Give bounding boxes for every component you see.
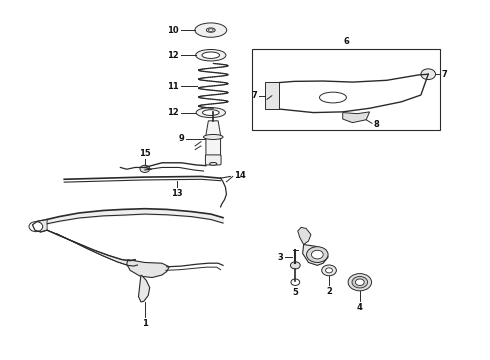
Circle shape [307,247,328,262]
Ellipse shape [203,134,223,139]
Ellipse shape [196,108,225,118]
Polygon shape [47,230,138,266]
Polygon shape [303,244,328,265]
Ellipse shape [352,276,368,288]
Text: 12: 12 [167,51,179,60]
Polygon shape [343,112,369,123]
Ellipse shape [202,52,220,58]
Polygon shape [206,121,220,157]
FancyBboxPatch shape [205,155,221,165]
Text: 14: 14 [234,171,246,180]
Text: 2: 2 [326,287,332,296]
Text: 5: 5 [293,288,298,297]
Text: 7: 7 [442,70,448,79]
Ellipse shape [348,274,371,291]
Text: 13: 13 [171,189,182,198]
Ellipse shape [319,92,346,103]
Bar [252,49,441,130]
Text: 1: 1 [142,319,148,328]
Ellipse shape [210,162,217,165]
Ellipse shape [195,23,227,37]
Ellipse shape [196,49,226,61]
Text: 4: 4 [357,303,363,312]
Circle shape [312,250,323,259]
Text: 8: 8 [373,120,379,129]
Ellipse shape [322,265,336,276]
Polygon shape [32,220,47,232]
Text: 11: 11 [167,82,179,91]
Ellipse shape [326,268,332,273]
Circle shape [29,222,43,231]
Polygon shape [127,260,169,278]
Ellipse shape [355,279,364,285]
Text: 7: 7 [251,91,257,100]
Circle shape [140,165,150,172]
Text: 6: 6 [343,36,349,45]
Text: 9: 9 [178,134,184,143]
Circle shape [291,262,300,269]
Text: 3: 3 [277,253,283,262]
Bar [265,82,279,109]
Polygon shape [298,227,311,244]
Text: 12: 12 [167,108,179,117]
Circle shape [421,69,436,80]
Polygon shape [139,275,150,302]
Text: 10: 10 [168,26,179,35]
Ellipse shape [206,28,215,32]
Text: 15: 15 [139,149,151,158]
Ellipse shape [202,110,219,116]
